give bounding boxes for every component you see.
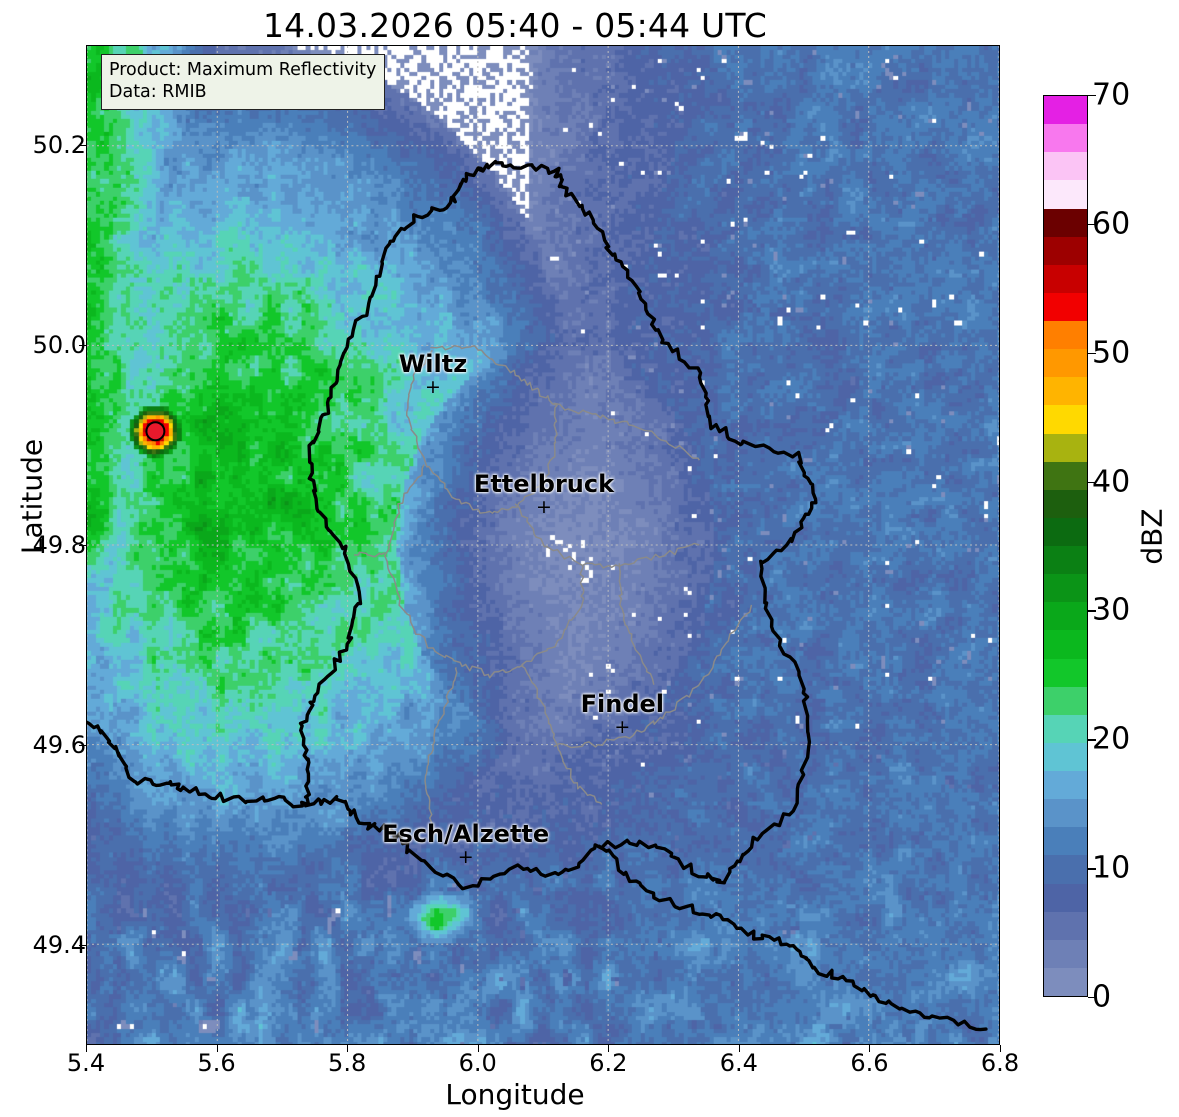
colorbar-band <box>1044 967 1087 996</box>
x-tick-mark <box>1000 1045 1001 1052</box>
x-tick-label: 6.0 <box>458 1049 497 1077</box>
colorbar-band <box>1044 742 1087 771</box>
colorbar-band <box>1044 292 1087 321</box>
canton-boundary <box>424 666 458 825</box>
colorbar-band <box>1044 377 1087 406</box>
y-tick-mark <box>79 745 86 746</box>
colorbar-tick-label: 20 <box>1092 721 1131 757</box>
colorbar-band <box>1044 124 1087 153</box>
x-tick-label: 6.6 <box>850 1049 889 1077</box>
colorbar-band <box>1044 405 1087 434</box>
y-tick-label: 50.2 <box>32 131 86 159</box>
colorbar-band <box>1044 686 1087 715</box>
colorbar-band <box>1044 208 1087 237</box>
x-tick-label: 6.4 <box>719 1049 758 1077</box>
colorbar-band <box>1044 489 1087 518</box>
y-tick-mark <box>79 145 86 146</box>
colorbar-band <box>1044 630 1087 659</box>
x-tick-mark <box>347 1045 349 1052</box>
belgium-france-border <box>87 720 311 809</box>
colorbar-tick-mark <box>1088 223 1096 226</box>
x-axis-label: Longitude <box>445 1078 585 1111</box>
canton-boundary <box>405 344 558 514</box>
colorbar-band <box>1044 264 1087 293</box>
x-tick-label: 6.2 <box>589 1049 628 1077</box>
colorbar-band <box>1044 152 1087 181</box>
colorbar-band <box>1044 546 1087 575</box>
y-tick-mark <box>79 945 86 946</box>
y-tick-label: 49.4 <box>32 931 86 959</box>
x-tick-mark <box>869 1045 871 1052</box>
colorbar-band <box>1044 799 1087 828</box>
colorbar-band <box>1044 827 1087 856</box>
colorbar-band <box>1044 658 1087 687</box>
colorbar-tick-label: 60 <box>1092 206 1131 242</box>
canton-boundary <box>354 551 386 558</box>
colorbar-band <box>1044 180 1087 209</box>
x-tick-label: 6.8 <box>980 1049 1020 1077</box>
y-tick-label: 49.6 <box>32 731 86 759</box>
product-info-box: Product: Maximum Reflectivity Data: RMIB <box>101 54 386 110</box>
canton-boundary <box>383 464 524 679</box>
x-tick-mark <box>738 1045 740 1052</box>
colorbar-tick-label: 0 <box>1092 979 1112 1015</box>
colorbar-tick-label: 40 <box>1092 464 1131 500</box>
colorbar-band <box>1044 574 1087 603</box>
colorbar-band <box>1044 771 1087 800</box>
data-source-line: Data: RMIB <box>109 82 207 103</box>
colorbar-tick-mark <box>1088 481 1096 483</box>
colorbar-band <box>1044 461 1087 490</box>
figure-title: 14.03.2026 05:40 - 05:44 UTC <box>262 6 768 45</box>
x-tick-label: 5.4 <box>66 1049 106 1077</box>
map-overlays <box>87 46 999 1044</box>
canton-boundary <box>521 665 603 805</box>
colorbar-band <box>1044 433 1087 462</box>
colorbar-band <box>1044 96 1087 125</box>
colorbar-tick-mark <box>1088 997 1096 999</box>
colorbar-band <box>1044 939 1087 968</box>
x-tick-label: 5.6 <box>197 1049 236 1077</box>
x-tick-label: 5.8 <box>328 1049 367 1077</box>
colorbar-tick-label: 10 <box>1092 850 1131 886</box>
canton-boundary <box>553 604 753 749</box>
canton-boundary <box>514 503 700 569</box>
colorbar-tick-label: 30 <box>1092 592 1131 628</box>
colorbar-tick-mark <box>1088 739 1096 741</box>
y-tick-label: 49.8 <box>32 531 86 559</box>
y-axis-label: Latitude <box>15 438 49 555</box>
colorbar-band <box>1044 883 1087 912</box>
y-tick-mark <box>79 545 86 546</box>
colorbar-tick-label: 50 <box>1092 335 1131 371</box>
x-tick-mark <box>477 1045 479 1052</box>
product-line: Product: Maximum Reflectivity <box>109 60 377 80</box>
colorbar-band <box>1044 236 1087 265</box>
france-germany-border <box>597 844 988 1032</box>
colorbar <box>1043 95 1088 997</box>
colorbar-band <box>1044 349 1087 378</box>
y-tick-mark <box>79 345 86 346</box>
radar-site-marker <box>145 421 166 442</box>
x-tick-mark <box>216 1045 218 1052</box>
canton-boundary <box>521 564 585 666</box>
colorbar-tick-label: 70 <box>1092 77 1131 113</box>
colorbar-band <box>1044 321 1087 350</box>
colorbar-band <box>1044 855 1087 884</box>
colorbar-band <box>1044 714 1087 743</box>
colorbar-band <box>1044 911 1087 940</box>
radar-plot-area: Product: Maximum Reflectivity Data: RMIB… <box>86 45 1000 1045</box>
colorbar-tick-mark <box>1088 868 1096 870</box>
colorbar-band <box>1044 517 1087 546</box>
colorbar-tick-mark <box>1088 95 1096 97</box>
colorbar-label: dBZ <box>1135 508 1169 565</box>
y-tick-label: 50.0 <box>32 331 86 359</box>
colorbar-band <box>1044 602 1087 631</box>
luxembourg-national-border <box>298 159 818 891</box>
x-tick-mark <box>608 1045 610 1052</box>
colorbar-tick-mark <box>1088 610 1096 612</box>
canton-boundary <box>618 563 655 685</box>
canton-boundary <box>553 402 700 461</box>
colorbar-tick-mark <box>1088 352 1096 355</box>
x-tick-mark <box>86 1045 87 1052</box>
